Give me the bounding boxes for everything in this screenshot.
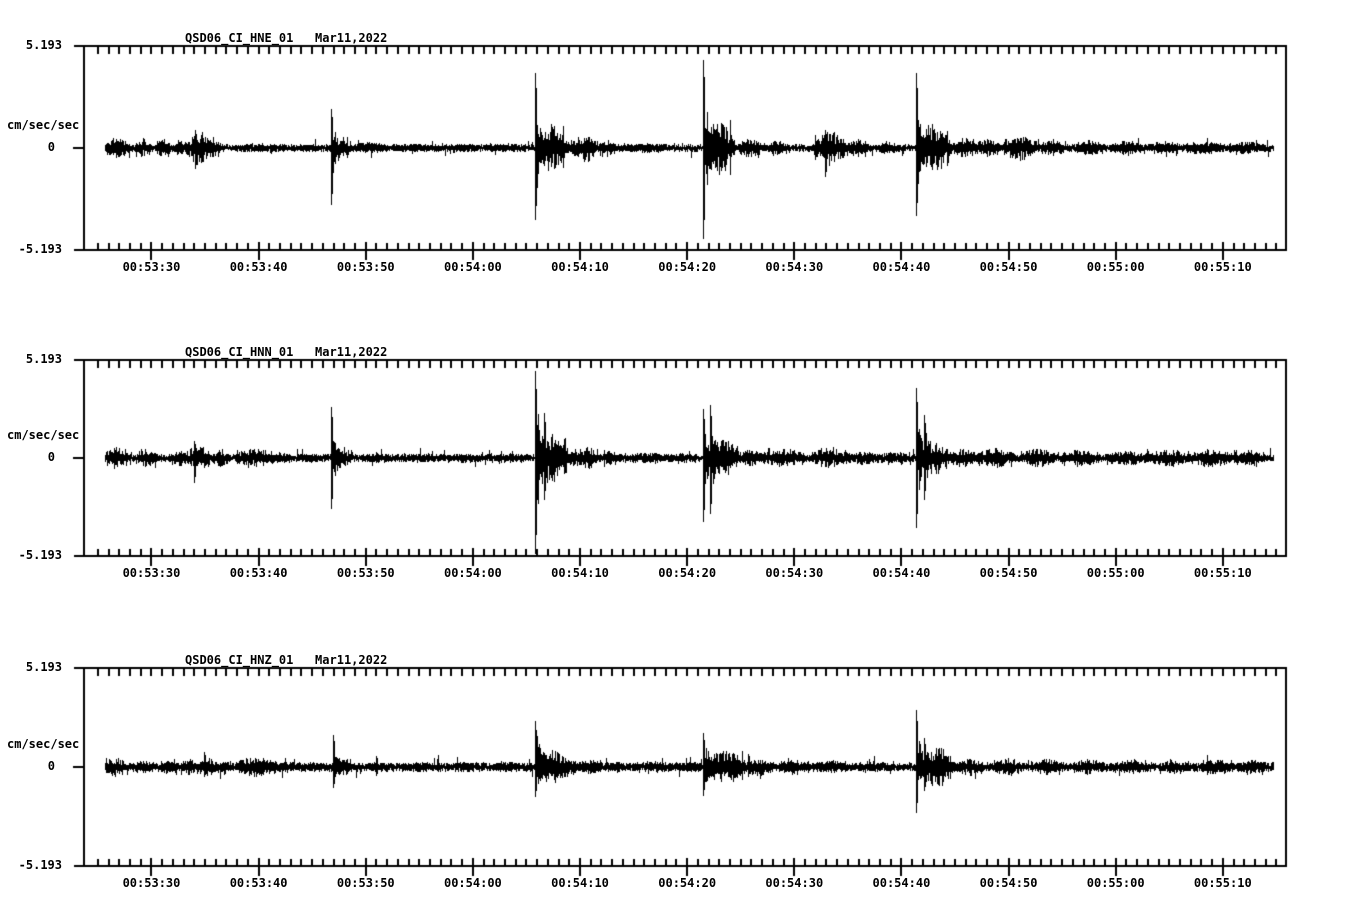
- x-tick-label: 00:54:10: [551, 566, 609, 580]
- x-tick-label: 00:54:00: [443, 260, 502, 274]
- panel-title: QSD06_CI_HNN_01 Mar11,2022: [185, 345, 388, 359]
- x-tick-label: 00:53:40: [229, 260, 288, 274]
- x-tick-label: 00:53:50: [336, 566, 395, 580]
- x-tick-label: 00:53:30: [122, 260, 181, 274]
- x-tick-label: 00:54:20: [658, 876, 717, 890]
- x-tick-label: 00:55:10: [1193, 876, 1252, 890]
- x-tick-label: 00:55:10: [1193, 566, 1252, 580]
- y-units-label: cm/sec/sec: [7, 428, 80, 442]
- x-tick-label: 00:54:10: [551, 876, 609, 890]
- y-zero-label: 0: [47, 759, 55, 773]
- x-tick-label: 00:54:20: [658, 260, 717, 274]
- y-min-label: -5.193: [18, 858, 62, 872]
- x-tick-label: 00:54:30: [765, 260, 824, 274]
- panel-title: QSD06_CI_HNE_01 Mar11,2022: [185, 31, 388, 45]
- x-tick-label: 00:55:00: [1086, 876, 1145, 890]
- x-tick-label: 00:55:00: [1086, 566, 1145, 580]
- x-tick-label: 00:53:40: [229, 876, 288, 890]
- x-tick-label: 00:55:10: [1193, 260, 1252, 274]
- x-tick-label: 00:54:30: [765, 566, 824, 580]
- x-tick-label: 00:54:10: [551, 260, 609, 274]
- y-units-label: cm/sec/sec: [7, 737, 80, 751]
- x-tick-label: 00:54:40: [872, 876, 931, 890]
- x-tick-label: 00:54:50: [979, 566, 1038, 580]
- x-tick-label: 00:53:40: [229, 566, 288, 580]
- x-tick-label: 00:54:40: [872, 260, 931, 274]
- x-tick-label: 00:53:30: [122, 566, 181, 580]
- x-tick-label: 00:54:00: [443, 876, 502, 890]
- x-tick-label: 00:54:50: [979, 260, 1038, 274]
- x-tick-label: 00:53:30: [122, 876, 181, 890]
- x-tick-label: 00:54:50: [979, 876, 1038, 890]
- x-tick-label: 00:53:50: [336, 260, 395, 274]
- x-tick-label: 00:54:30: [765, 876, 824, 890]
- x-tick-label: 00:53:50: [336, 876, 395, 890]
- x-tick-label: 00:54:20: [658, 566, 717, 580]
- y-units-label: cm/sec/sec: [7, 118, 80, 132]
- x-tick-label: 00:54:00: [443, 566, 502, 580]
- y-max-label: 5.193: [25, 38, 62, 52]
- y-max-label: 5.193: [25, 660, 62, 674]
- panel-title: QSD06_CI_HNZ_01 Mar11,2022: [185, 653, 388, 667]
- x-tick-label: 00:55:00: [1086, 260, 1145, 274]
- y-zero-label: 0: [47, 450, 55, 464]
- y-zero-label: 0: [47, 140, 55, 154]
- y-max-label: 5.193: [25, 352, 62, 366]
- x-tick-label: 00:54:40: [872, 566, 931, 580]
- y-min-label: -5.193: [18, 548, 62, 562]
- y-min-label: -5.193: [18, 242, 62, 256]
